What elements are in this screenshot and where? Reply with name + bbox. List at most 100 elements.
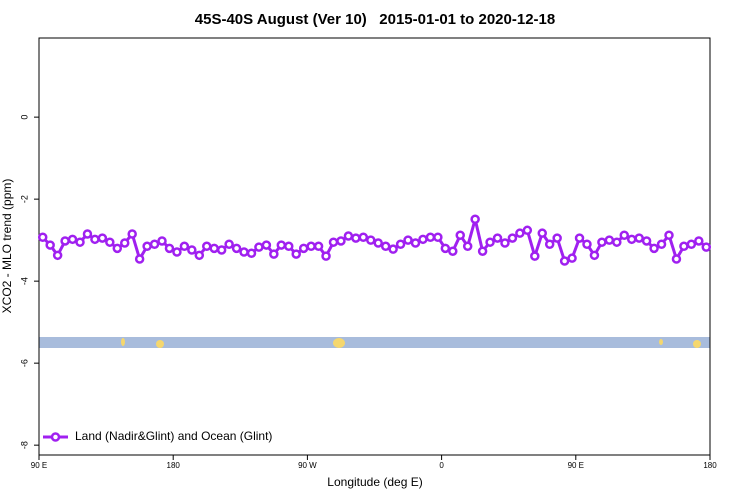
x-tick-label: 180 (167, 461, 181, 470)
point (612, 237, 622, 247)
point (179, 241, 190, 252)
x-tick-label: 90 W (298, 461, 317, 470)
y-tick-label: -4 (19, 277, 29, 285)
point (328, 237, 339, 247)
point (224, 239, 234, 249)
point (671, 254, 682, 264)
point (500, 238, 510, 248)
y-axis-label: XCO2 - MLO trend (ppm) (0, 179, 14, 314)
point (321, 251, 331, 261)
point (440, 243, 451, 254)
land-patch (121, 338, 125, 346)
point (269, 249, 279, 259)
point (261, 240, 272, 250)
x-tick-label: 90 E (568, 461, 584, 470)
point (134, 254, 145, 264)
y-tick-label: -2 (19, 195, 29, 203)
point (209, 243, 219, 254)
x-tick-label: 90 E (31, 461, 47, 470)
point (701, 242, 712, 252)
point (634, 233, 644, 243)
point (306, 241, 316, 252)
point (604, 235, 615, 245)
point (485, 237, 495, 247)
point (462, 241, 473, 252)
point (582, 239, 592, 249)
point (37, 232, 48, 243)
point (626, 234, 637, 245)
point (641, 236, 652, 246)
point (418, 234, 428, 245)
point (82, 229, 93, 239)
point (433, 232, 443, 243)
point (67, 234, 78, 245)
point (530, 251, 540, 261)
land-patch (156, 340, 164, 348)
point (619, 230, 630, 240)
point (567, 253, 577, 263)
point (45, 240, 55, 250)
point (351, 233, 361, 243)
point (313, 241, 324, 252)
land-ocean-strip (39, 337, 710, 348)
point (276, 240, 287, 250)
point (52, 250, 63, 261)
point (157, 236, 167, 246)
point (656, 239, 667, 249)
point (246, 248, 257, 259)
point (686, 239, 697, 249)
point (470, 214, 480, 224)
point (216, 245, 227, 255)
point (358, 232, 369, 243)
point (284, 241, 294, 252)
point (552, 233, 562, 243)
point (187, 245, 197, 255)
point (291, 249, 301, 259)
land-patch (693, 340, 701, 348)
x-tick-label: 0 (439, 461, 444, 470)
point (388, 244, 398, 254)
point (559, 256, 570, 266)
point (202, 241, 212, 252)
point (194, 250, 205, 261)
point (366, 235, 376, 245)
point (231, 243, 242, 254)
point (649, 243, 659, 254)
point (343, 231, 354, 241)
point (679, 241, 689, 252)
point (537, 228, 547, 238)
point (119, 238, 130, 248)
point (664, 230, 674, 240)
point (448, 246, 458, 256)
point (410, 238, 421, 248)
point (164, 243, 175, 254)
point (544, 239, 555, 249)
y-tick-label: 0 (19, 115, 29, 120)
point (60, 236, 70, 246)
x-axis-label: Longitude (deg E) (327, 475, 422, 489)
y-tick-label: -6 (19, 359, 29, 367)
legend-swatch-marker (50, 432, 61, 442)
point (597, 237, 607, 247)
plot-frame (38, 37, 711, 456)
point (90, 234, 100, 245)
point (336, 236, 346, 246)
point (574, 233, 585, 243)
point (492, 233, 503, 243)
x-tick-label: 180 (703, 461, 717, 470)
point (395, 239, 406, 249)
point (239, 247, 249, 257)
point (403, 235, 413, 245)
point (507, 233, 518, 243)
point (380, 241, 391, 252)
point (254, 242, 264, 252)
land-patch (333, 338, 345, 348)
point (694, 236, 704, 246)
chart-title: 45S-40S August (Ver 10) 2015-01-01 to 20… (195, 11, 555, 28)
point (112, 243, 123, 254)
point (589, 250, 600, 261)
point (75, 237, 85, 247)
point (477, 246, 488, 256)
